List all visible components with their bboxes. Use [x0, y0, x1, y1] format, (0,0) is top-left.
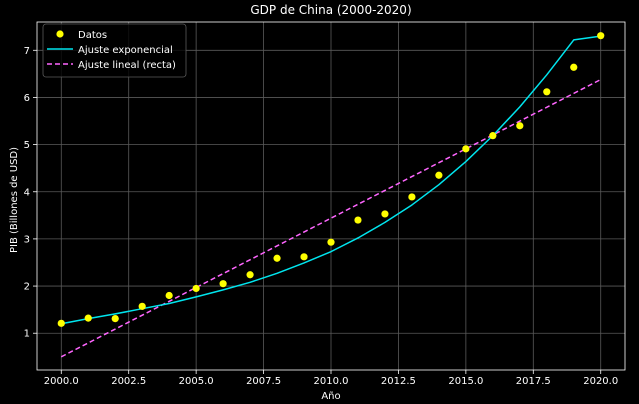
- y-tick-label: 2: [24, 282, 30, 293]
- data-point: [192, 284, 200, 293]
- data-point: [327, 238, 335, 246]
- y-tick-label: 4: [24, 187, 30, 198]
- data-point: [246, 271, 254, 279]
- x-tick-label: 2000.0: [44, 376, 79, 387]
- legend-marker-datos: [56, 30, 64, 38]
- linear-fit-line: [60, 78, 602, 358]
- axis-ticks: 2000.0 2002.5 2005.0 2007.5 2010.0 2012.5 2015…: [24, 46, 619, 387]
- x-tick-label: 2020.0: [583, 376, 618, 387]
- data-point: [111, 315, 119, 323]
- x-tick-label: 2015.0: [448, 376, 483, 387]
- data-point: [165, 291, 173, 300]
- exponential-fit-line: [61, 35, 601, 325]
- grid: [37, 22, 625, 370]
- data-point: [462, 145, 470, 153]
- data-point: [408, 193, 416, 201]
- chart-title: GDP de China (2000-2020): [250, 3, 411, 17]
- x-tick-label: 2017.5: [516, 376, 551, 387]
- data-point: [597, 32, 605, 40]
- data-point: [489, 132, 497, 140]
- data-point: [300, 253, 308, 261]
- y-tick-label: 5: [24, 140, 30, 151]
- data-point: [435, 171, 443, 179]
- legend-label-datos: Datos: [78, 30, 107, 41]
- y-tick-label: 3: [24, 234, 30, 245]
- x-axis-label: Año: [321, 391, 340, 402]
- x-tick-label: 2010.0: [314, 376, 349, 387]
- data-point: [84, 314, 92, 322]
- data-point: [516, 122, 524, 130]
- x-tick-label: 2002.5: [111, 376, 146, 387]
- y-axis-label: PIB (Billones de USD): [9, 147, 20, 253]
- data-point: [219, 280, 227, 288]
- data-point: [354, 216, 362, 224]
- data-point: [570, 63, 578, 71]
- data-point: [138, 302, 146, 310]
- legend-label-exponencial: Ajuste exponencial: [78, 45, 173, 56]
- legend-label-lineal: Ajuste lineal (recta): [78, 60, 176, 71]
- plot-series: [57, 32, 605, 358]
- y-tick-label: 1: [24, 329, 30, 340]
- x-tick-label: 2007.5: [246, 376, 281, 387]
- legend-frame: [42, 23, 187, 78]
- legend: Datos Ajuste exponencial Ajuste lineal (…: [42, 23, 187, 78]
- data-point: [543, 88, 551, 96]
- data-point: [273, 254, 281, 262]
- data-point: [57, 319, 65, 327]
- x-tick-label: 2005.0: [179, 376, 214, 387]
- y-tick-label: 6: [24, 93, 30, 104]
- data-point: [381, 210, 389, 218]
- y-tick-label: 7: [24, 46, 30, 57]
- x-tick-label: 2012.5: [381, 376, 416, 387]
